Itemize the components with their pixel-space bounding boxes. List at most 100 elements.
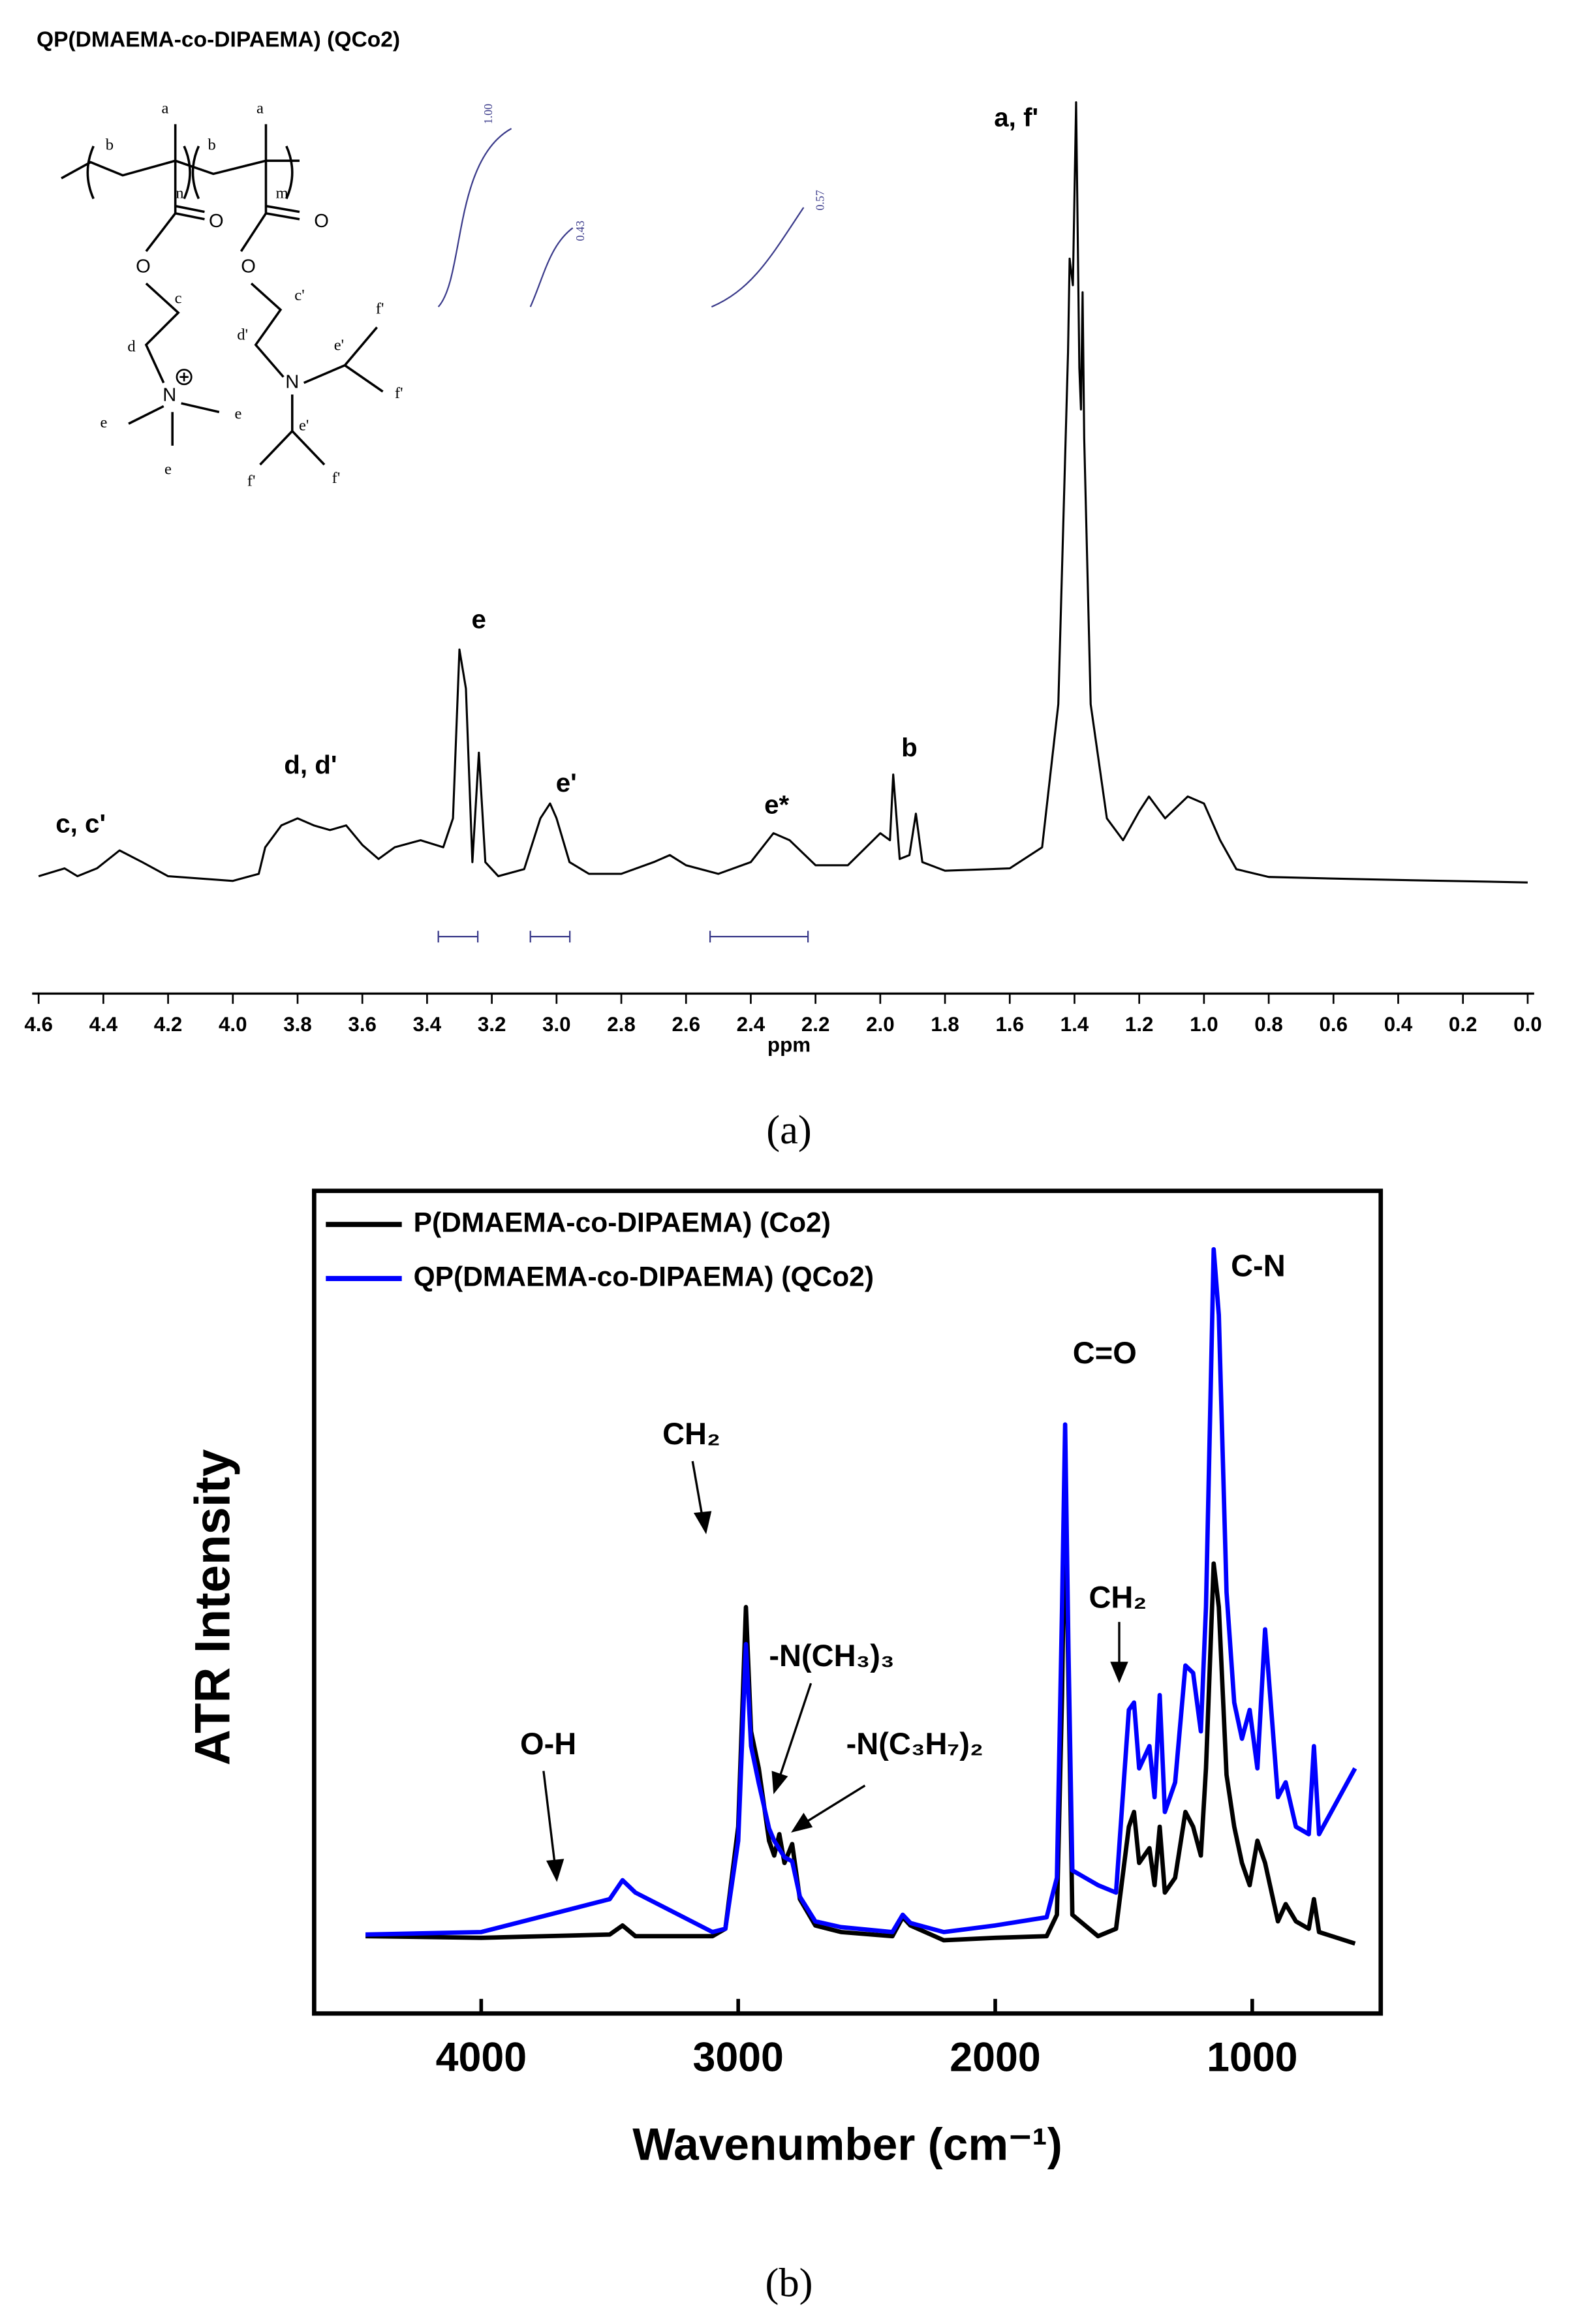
structure-label: N <box>162 384 176 405</box>
annotation: e' <box>556 768 577 798</box>
x-tick-label: 0.4 <box>1384 1013 1413 1036</box>
structure-label: c <box>175 290 182 307</box>
x-axis-label: Wavenumber (cm⁻¹) <box>632 2119 1062 2170</box>
x-tick-label: 4.6 <box>24 1013 53 1036</box>
x-tick-label: 3000 <box>692 2034 783 2080</box>
integral-label: 0.43 <box>574 221 587 241</box>
x-tick-label: 2.8 <box>607 1013 636 1036</box>
arrow <box>542 1771 557 1868</box>
spectrum-line <box>365 1480 1356 1946</box>
structure-label: a <box>162 100 169 117</box>
structure-label: e <box>100 414 107 431</box>
x-tick-label: 3.4 <box>413 1013 442 1036</box>
x-tick-label: 2.6 <box>672 1013 700 1036</box>
legend-label: QP(DMAEMA-co-DIPAEMA) (QCo2) <box>414 1261 874 1292</box>
structure-label: e <box>234 405 241 423</box>
integral-curve <box>437 128 512 307</box>
integral-label: 1.00 <box>482 104 495 124</box>
x-tick-label: 3.0 <box>542 1013 571 1036</box>
x-tick-label: 3.8 <box>283 1013 312 1036</box>
x-tick-label: 2.2 <box>801 1013 830 1036</box>
brackets <box>86 146 294 200</box>
annotation: e <box>472 605 486 634</box>
structure-label: d <box>127 338 135 356</box>
arrow-head <box>1110 1662 1128 1684</box>
arrow <box>803 1784 866 1825</box>
x-tick-label: 1000 <box>1207 2034 1297 2080</box>
annotation-arrows <box>542 1461 1128 1882</box>
x-tick-label: 1.2 <box>1125 1013 1154 1036</box>
annotation: O-H <box>520 1726 576 1761</box>
plot-frame <box>312 1188 1384 2016</box>
structure-label: d' <box>237 326 248 344</box>
annotation: C-N <box>1231 1248 1286 1283</box>
x-tick-label: 1.0 <box>1190 1013 1218 1036</box>
x-tick-label: 3.2 <box>478 1013 506 1036</box>
structure-label: e' <box>334 336 344 354</box>
integral-range <box>437 931 809 943</box>
structure-label: f' <box>247 472 256 489</box>
charge-plus <box>179 372 189 382</box>
integral-curve <box>529 227 574 307</box>
panel-label: (a) <box>766 1107 812 1153</box>
annotation: CH₂ <box>1089 1580 1147 1615</box>
x-tick-label: 1.6 <box>995 1013 1024 1036</box>
x-axis-label: ppm <box>767 1033 811 1056</box>
annotation: b <box>901 733 918 762</box>
x-tick-label: 4.4 <box>89 1013 118 1036</box>
charge <box>176 369 193 386</box>
arrow <box>777 1682 812 1780</box>
x-tick-label: 0.6 <box>1320 1013 1348 1036</box>
x-tick-label: 0.2 <box>1449 1013 1477 1036</box>
structure-label: f' <box>395 384 403 402</box>
arrow-head <box>546 1859 565 1882</box>
x-tick-label: 1.4 <box>1060 1013 1089 1036</box>
structure-label: e <box>164 461 172 478</box>
panel-label: (b) <box>765 2259 812 2305</box>
annotation: c, c' <box>55 809 106 838</box>
x-tick-label: 2.4 <box>737 1013 766 1036</box>
structure-label: f' <box>332 469 341 487</box>
x-tick-label: 4.0 <box>219 1013 247 1036</box>
annotation: -N(C₃H₇)₂ <box>846 1726 983 1761</box>
x-tick-label: 0.8 <box>1254 1013 1283 1036</box>
structure-label: m <box>276 184 288 202</box>
x-tick-label: 3.6 <box>348 1013 377 1036</box>
structure-label: O <box>209 211 224 232</box>
annotation: d, d' <box>284 751 337 780</box>
annotation: -N(CH₃)₃ <box>769 1638 894 1673</box>
arrow <box>691 1461 704 1520</box>
spectrum-line <box>38 101 1528 884</box>
annotation: CH₂ <box>662 1416 720 1451</box>
x-tick-label: 0.0 <box>1513 1013 1542 1036</box>
structure: b a n b a m O O O O c c' d d' N e e e N … <box>61 100 403 489</box>
bonds <box>61 124 384 466</box>
arrow-head <box>791 1812 813 1833</box>
x-tick-label: 4.2 <box>154 1013 183 1036</box>
x-tick-label: 2000 <box>950 2034 1040 2080</box>
structure-label: f' <box>376 300 384 317</box>
integral-curve <box>711 207 805 308</box>
x-tick-label: 4000 <box>436 2034 527 2080</box>
integral-label: 0.57 <box>813 190 826 210</box>
structure-label: O <box>241 256 256 277</box>
y-axis-label: ATR Intensity <box>185 1449 240 1765</box>
annotation: a, f' <box>994 103 1038 132</box>
structure-label: b <box>106 136 114 154</box>
annotation: e* <box>764 790 789 820</box>
annotation: C=O <box>1073 1335 1137 1370</box>
structure-label: b <box>208 136 215 154</box>
arrow-head <box>771 1771 788 1795</box>
structure-label: O <box>136 256 151 277</box>
arrow-head <box>693 1511 712 1534</box>
chart-title: QP(DMAEMA-co-DIPAEMA) (QCo2) <box>37 28 400 52</box>
structure-label: e' <box>299 416 309 434</box>
structure-label: n <box>176 184 183 202</box>
structure-label: O <box>314 211 329 232</box>
x-tick-label: 1.8 <box>931 1013 959 1036</box>
integrals: 1.00 0.43 0.57 <box>437 104 826 943</box>
legend-label: P(DMAEMA-co-DIPAEMA) (Co2) <box>414 1207 831 1238</box>
structure-label: N <box>285 371 299 392</box>
